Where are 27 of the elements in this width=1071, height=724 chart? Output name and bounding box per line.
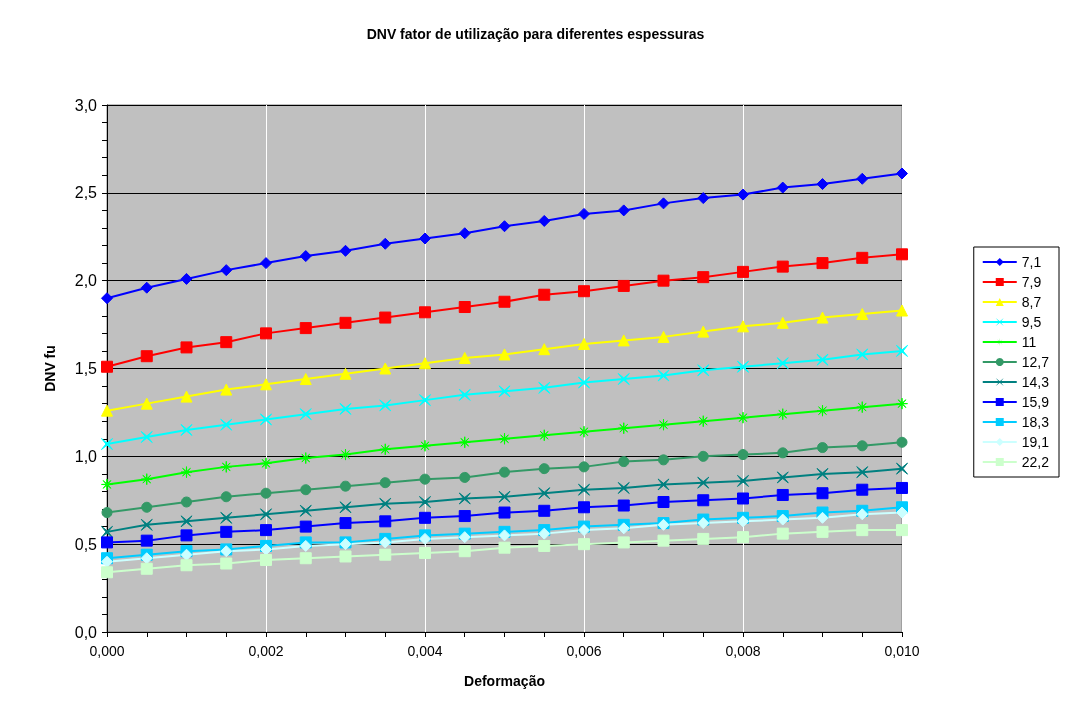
legend-label: 8,7 (1021, 294, 1042, 310)
legend-label: 22,2 (1021, 454, 1050, 470)
x-tick-label: 0,010 (884, 643, 920, 659)
legend-label: 15,9 (1021, 394, 1050, 410)
y-tick-label: 2,0 (74, 272, 98, 290)
legend-label: 7,1 (1021, 254, 1042, 270)
y-tick-label: 0,5 (74, 535, 98, 553)
legend-label: 18,3 (1021, 414, 1050, 430)
x-tick-label: 0,004 (407, 643, 443, 659)
x-tick-label: 0,008 (725, 643, 761, 659)
legend-label: 7,9 (1021, 274, 1042, 290)
legend-label: 11 (1021, 334, 1037, 350)
legend-label: 12,7 (1021, 354, 1050, 370)
y-tick-label: 1,5 (74, 360, 98, 377)
y-tick-label: 3,0 (74, 96, 98, 114)
legend-label: 9,5 (1021, 314, 1042, 330)
x-tick-label: 0,006 (566, 643, 602, 659)
x-tick-label: 0,002 (248, 643, 284, 659)
y-tick-label: 2,5 (74, 184, 98, 202)
chart-title: DNV fator de utilização para diferentes espessuras (366, 26, 705, 42)
x-axis-title: Deformação (464, 673, 545, 689)
y-tick-label: 0,0 (74, 623, 98, 641)
y-tick-label: 1,0 (74, 447, 98, 465)
y-axis-title: DNV fu (42, 345, 58, 392)
legend-label: 14,3 (1021, 374, 1050, 390)
x-tick-label: 0,000 (89, 643, 125, 659)
legend-label: 19,1 (1021, 434, 1050, 450)
